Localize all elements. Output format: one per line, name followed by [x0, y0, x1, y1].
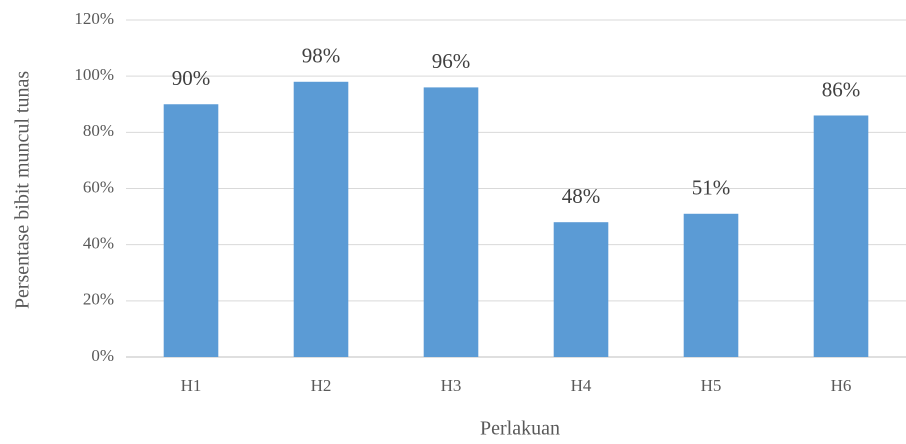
data-label: 51% [692, 176, 731, 200]
data-label: 86% [822, 77, 861, 101]
x-tick-label: H2 [311, 376, 332, 395]
x-axis-title: Perlakuan [480, 418, 560, 440]
y-axis-title: Persentase bibit muncul tunas [12, 71, 34, 310]
x-tick-label: H5 [701, 376, 722, 395]
bar [813, 115, 869, 357]
y-tick-label: 120% [74, 9, 114, 28]
x-tick-label: H3 [441, 376, 462, 395]
x-tick-label: H6 [831, 376, 852, 395]
data-label: 96% [432, 49, 471, 73]
x-tick-label: H4 [571, 376, 592, 395]
y-tick-label: 100% [74, 65, 114, 84]
data-label: 98% [302, 44, 341, 68]
data-label: 90% [172, 66, 211, 90]
y-tick-label: 40% [83, 234, 114, 253]
data-label: 48% [562, 184, 601, 208]
y-tick-label: 60% [83, 177, 114, 196]
y-tick-label: 0% [91, 346, 114, 365]
x-tick-label: H1 [181, 376, 202, 395]
bar [553, 222, 609, 357]
y-tick-label: 80% [83, 121, 114, 140]
bar [163, 104, 219, 357]
y-tick-label: 20% [83, 290, 114, 309]
bar [293, 81, 349, 358]
bar [683, 213, 739, 357]
bar [423, 87, 479, 358]
